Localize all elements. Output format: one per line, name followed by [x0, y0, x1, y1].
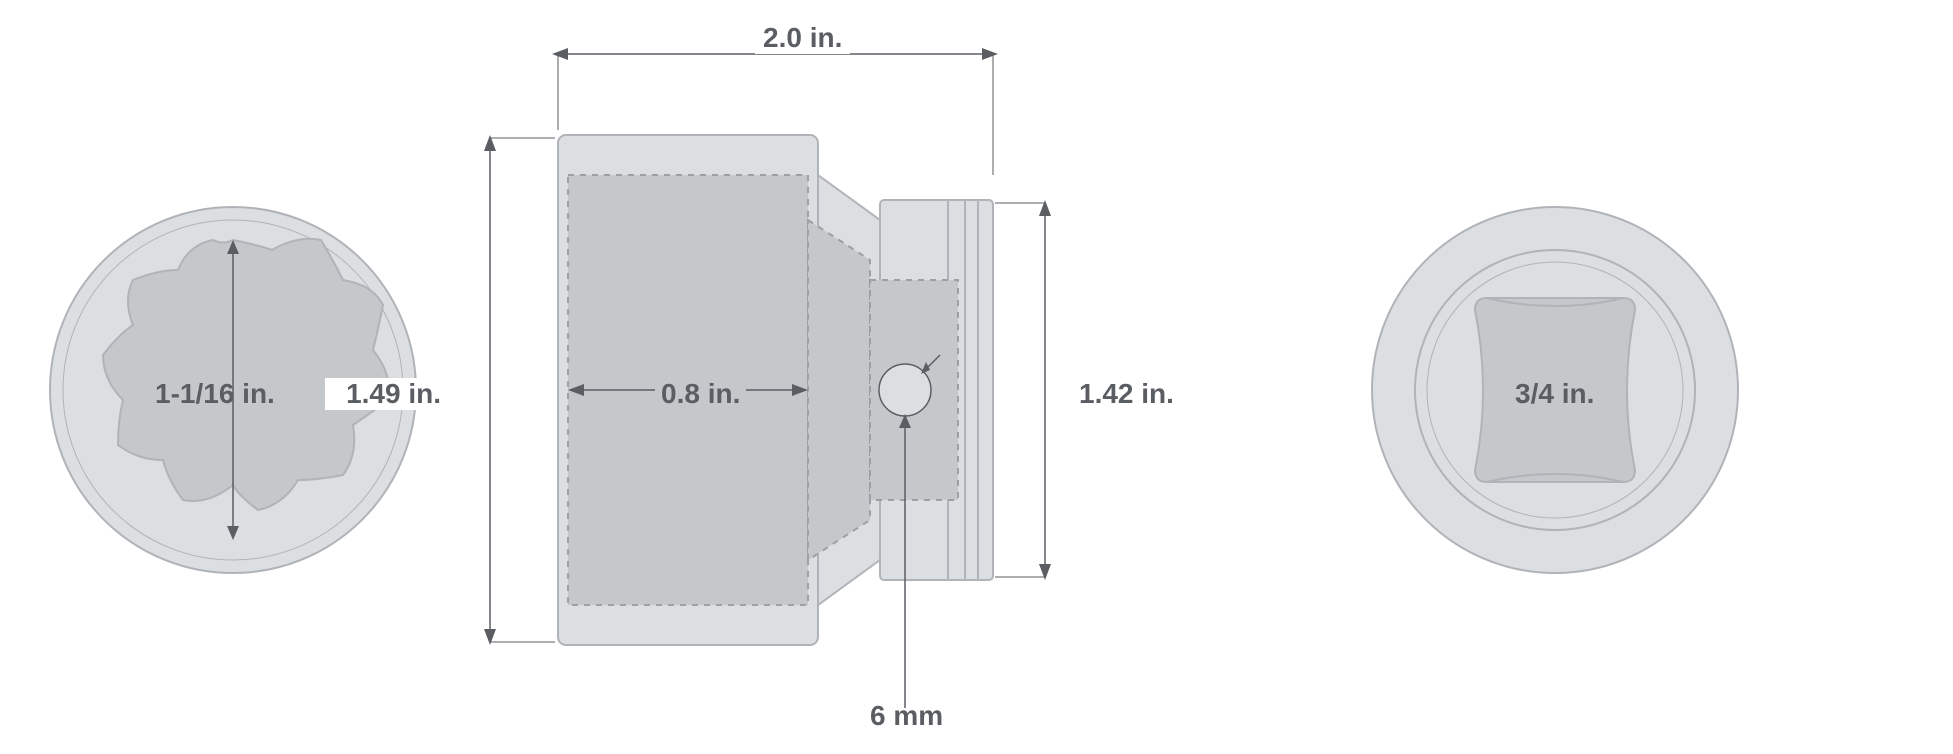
overall-length-label: 2.0 in.: [755, 22, 850, 54]
side-view: [450, 20, 1070, 740]
socket-depth-label: 0.8 in.: [655, 378, 746, 410]
outer-diameter-label: 1.49 in.: [325, 378, 445, 410]
drive-size-label: 3/4 in.: [1515, 378, 1594, 410]
diagram-container: 1-1/16 in.: [0, 0, 1953, 754]
drive-end-diameter-label: 1.42 in.: [1075, 378, 1178, 410]
socket-size-label: 1-1/16 in.: [155, 378, 275, 410]
detent-hole-label: 6 mm: [870, 700, 943, 732]
